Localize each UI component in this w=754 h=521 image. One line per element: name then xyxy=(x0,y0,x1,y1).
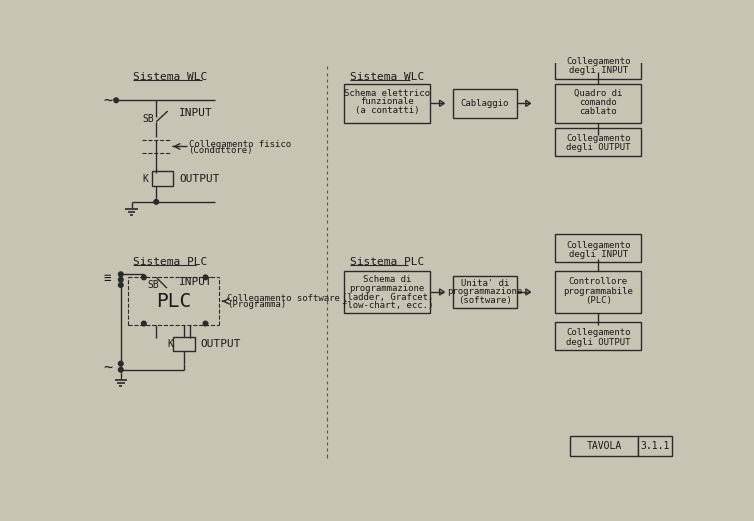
Text: OUTPUT: OUTPUT xyxy=(201,339,241,350)
Bar xyxy=(344,84,431,122)
Text: Sistema PLC: Sistema PLC xyxy=(351,257,425,267)
Text: INPUT: INPUT xyxy=(179,277,213,287)
Text: (PLC): (PLC) xyxy=(585,296,611,305)
Circle shape xyxy=(118,367,123,372)
Text: ~: ~ xyxy=(104,360,113,375)
Text: Cablaggio: Cablaggio xyxy=(461,99,509,108)
Text: (software): (software) xyxy=(458,296,512,305)
Text: funzionale: funzionale xyxy=(360,96,414,106)
Text: Collegamento: Collegamento xyxy=(566,57,630,66)
Text: PLC: PLC xyxy=(156,292,192,311)
Bar xyxy=(555,51,642,79)
Text: Unita' di: Unita' di xyxy=(461,279,509,288)
Text: Collegamento: Collegamento xyxy=(566,241,630,250)
Text: SB: SB xyxy=(143,115,154,125)
Text: Sistema PLC: Sistema PLC xyxy=(133,257,207,267)
Circle shape xyxy=(142,275,146,280)
Text: cablato: cablato xyxy=(579,107,617,116)
Bar xyxy=(173,338,195,351)
Text: Sistema WLC: Sistema WLC xyxy=(133,72,207,82)
Text: Schema elettrico: Schema elettrico xyxy=(344,89,431,98)
Text: programmazione: programmazione xyxy=(350,283,425,293)
Circle shape xyxy=(154,200,158,204)
Bar xyxy=(555,271,642,313)
Circle shape xyxy=(203,275,208,280)
Text: INPUT: INPUT xyxy=(179,108,213,118)
Text: Collegamento: Collegamento xyxy=(566,328,630,337)
Bar xyxy=(555,234,642,262)
Text: programmabile: programmabile xyxy=(563,287,633,296)
Text: (a contatti): (a contatti) xyxy=(355,106,419,115)
Text: degli OUTPUT: degli OUTPUT xyxy=(566,338,630,346)
Bar xyxy=(571,436,638,456)
Text: ~: ~ xyxy=(104,93,113,108)
Text: 3.1.1: 3.1.1 xyxy=(640,441,670,451)
Text: Collegamento software: Collegamento software xyxy=(227,294,340,303)
Text: Schema di: Schema di xyxy=(363,275,412,284)
Text: K: K xyxy=(167,339,173,350)
Text: degli INPUT: degli INPUT xyxy=(569,67,628,76)
Circle shape xyxy=(142,321,146,326)
Text: (Programma): (Programma) xyxy=(227,300,287,309)
Text: SB: SB xyxy=(147,280,158,290)
Text: Sistema WLC: Sistema WLC xyxy=(351,72,425,82)
Text: TAVOLA: TAVOLA xyxy=(587,441,622,451)
Circle shape xyxy=(118,277,123,282)
Text: (Conduttore): (Conduttore) xyxy=(188,146,253,155)
Text: degli OUTPUT: degli OUTPUT xyxy=(566,143,630,153)
Text: programmazione: programmazione xyxy=(447,288,523,296)
Text: ≡: ≡ xyxy=(104,272,112,286)
Bar xyxy=(152,171,173,187)
Bar xyxy=(453,276,516,308)
Bar xyxy=(638,436,672,456)
Text: Quadro di: Quadro di xyxy=(574,89,622,98)
Text: flow-chart, ecc.): flow-chart, ecc.) xyxy=(342,301,433,311)
Text: OUTPUT: OUTPUT xyxy=(179,174,220,184)
Circle shape xyxy=(114,98,118,103)
Text: K: K xyxy=(143,174,149,184)
Bar xyxy=(453,89,516,118)
Bar xyxy=(344,271,431,313)
Text: (ladder, Grafcet,: (ladder, Grafcet, xyxy=(342,293,433,302)
Text: Controllore: Controllore xyxy=(569,278,628,287)
Bar xyxy=(555,84,642,122)
Text: Collegamento: Collegamento xyxy=(566,134,630,143)
Circle shape xyxy=(203,321,208,326)
Bar xyxy=(555,322,642,350)
Bar xyxy=(555,128,642,156)
Circle shape xyxy=(118,361,123,366)
Circle shape xyxy=(118,272,123,277)
Text: Collegamento fisico: Collegamento fisico xyxy=(188,140,290,148)
Text: degli INPUT: degli INPUT xyxy=(569,250,628,259)
Circle shape xyxy=(118,283,123,288)
Text: comando: comando xyxy=(579,98,617,107)
